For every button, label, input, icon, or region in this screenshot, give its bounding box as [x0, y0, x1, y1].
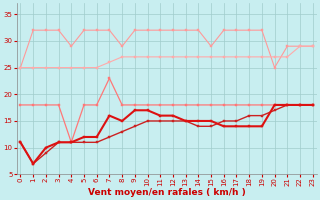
X-axis label: Vent moyen/en rafales ( km/h ): Vent moyen/en rafales ( km/h )	[88, 188, 245, 197]
